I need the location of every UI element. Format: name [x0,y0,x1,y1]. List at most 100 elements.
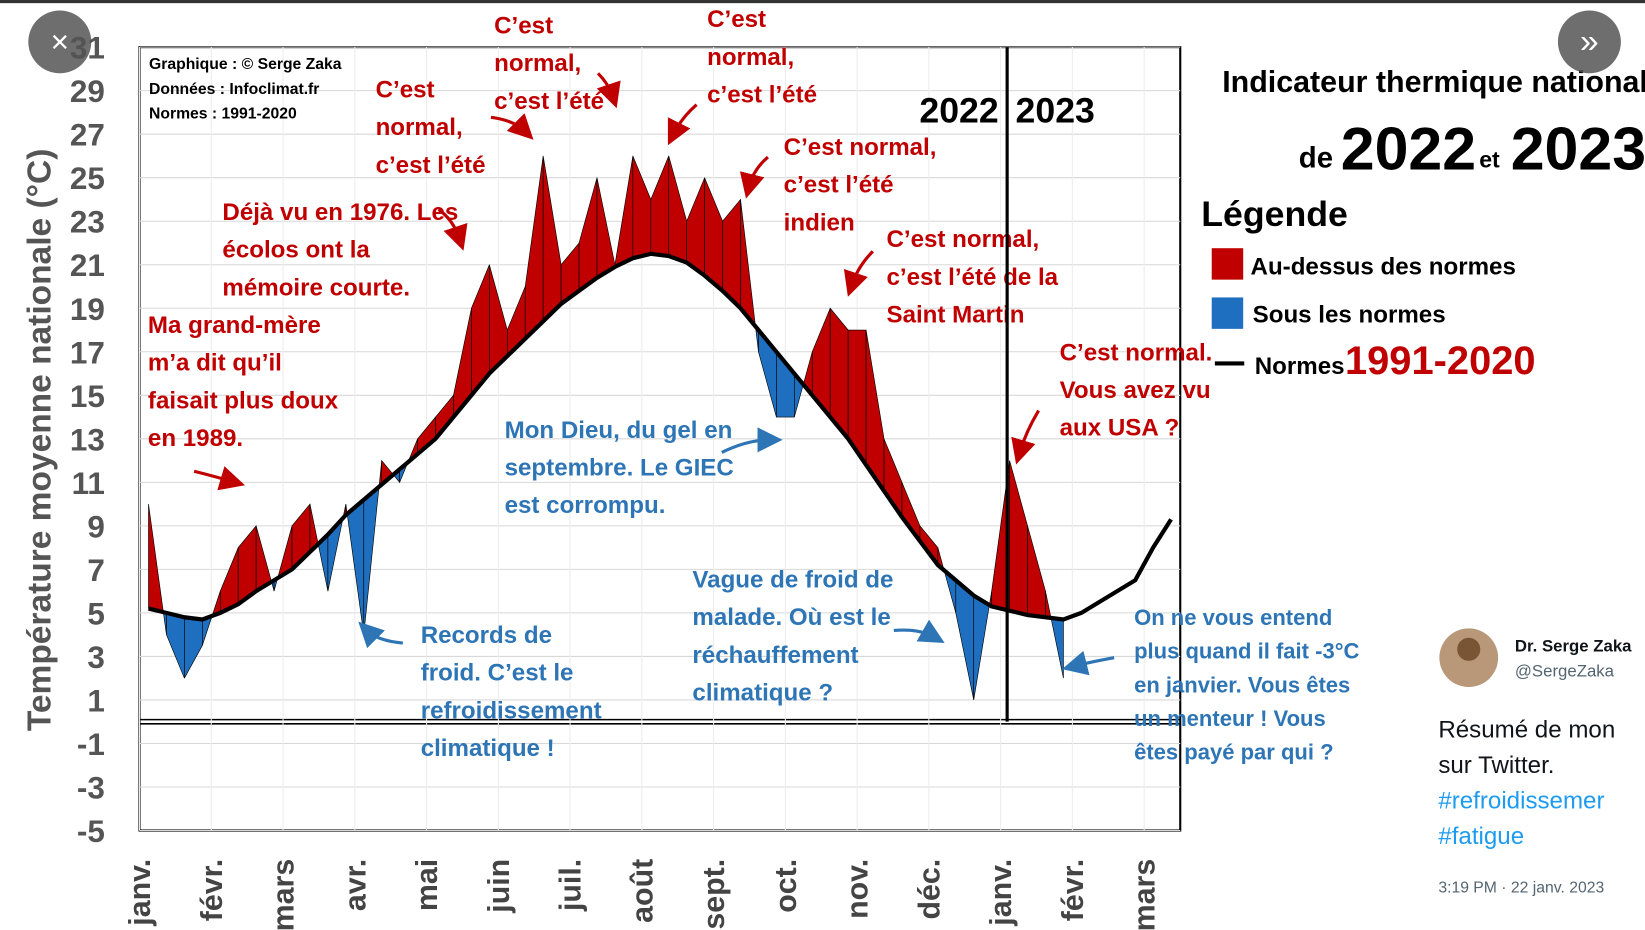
annotation: froid. C’est le [421,660,574,687]
arrow [721,427,783,454]
annotation: C’est normal, [886,226,1039,253]
y-tick-label: -3 [77,771,105,806]
x-tick-label: avr. [338,859,372,911]
y-tick-label: 19 [70,292,105,327]
legend-label: Au-dessus des normes [1251,253,1516,280]
legend-label: Normes [1255,353,1345,380]
arrow [667,103,698,146]
annotation: c’est l’été [784,172,894,199]
x-tick-label: mars [1128,859,1162,930]
arrow [437,208,468,251]
tweet-handle[interactable]: @SergeZaka [1515,662,1615,681]
hashtag[interactable]: #fatigue [1438,823,1524,850]
annotation: septembre. Le GIEC [505,454,734,481]
y-tick-label: 13 [70,422,105,457]
annotation: C’est normal, [784,134,937,161]
subtitle: 2022 [1341,115,1476,183]
y-tick-label: 25 [70,161,105,196]
annotation: c’est l’été [376,152,486,179]
annotation: plus quand il fait -3°C [1134,639,1359,664]
annotation: Saint Martin [886,302,1024,329]
x-tick-label: sept. [697,859,731,930]
annotation: C’est normal. [1060,339,1213,366]
tweet-text: Résumé de mon [1438,716,1615,743]
y-tick-label: 11 [72,466,105,501]
annotation: êtes payé par qui ? [1134,739,1333,764]
y-tick-label: 29 [70,74,105,109]
annotation: réchauffement [692,642,858,669]
annotation: C’est [707,6,766,33]
y-tick-label: -1 [77,727,105,762]
arrow [193,466,245,491]
arrow [490,113,534,140]
x-tick-label: mai [410,859,444,911]
y-tick-label: 7 [87,553,104,588]
lines [148,251,1173,622]
credit: Données : Infoclimat.fr [149,81,319,98]
y-tick-label: 15 [70,379,105,414]
x-tick-label: août [625,859,659,923]
annotation: Records de [421,622,552,649]
annotation: écolos ont la [222,237,370,264]
y-tick-label: 5 [87,596,104,631]
credit: Graphique : © Serge Zaka [149,56,342,73]
annotation: Déjà vu en 1976. Les [222,199,458,226]
y-tick-label: 17 [70,335,105,370]
annotation: Vous avez vu [1060,377,1211,404]
y-tick-label: 3 [87,640,104,675]
legend-period: 1991-2020 [1345,339,1536,383]
close-button[interactable] [28,10,92,74]
annotation: aux USA ? [1060,415,1180,442]
annotation: indien [784,209,855,236]
arrow [358,621,403,649]
next-button[interactable] [1557,10,1621,74]
x-tick-label: nov. [841,859,875,919]
arrow [843,250,874,297]
top-bar [0,0,1645,4]
annotation: m’a dit qu’il [148,350,282,377]
hashtag[interactable]: #refroidissemer [1438,788,1604,815]
chart-title: Indicateur thermique national [1222,65,1645,99]
arrow [739,155,769,199]
annotation: c’est l’été [707,82,817,109]
legend-title: Légende [1201,194,1348,234]
x-tick-label: mars [267,859,301,930]
y-tick-label: 23 [70,205,105,240]
y-tick-label: 27 [70,118,105,153]
tweet-author[interactable]: Dr. Serge Zaka [1515,636,1632,655]
x-tick-label: déc. [912,859,946,920]
year-label: 2022 [919,91,998,131]
annotation: c’est l’été [494,88,604,115]
annotation: climatique ? [692,680,833,707]
annotation: normal, [707,44,794,71]
credit: Normes : 1991-2020 [149,105,297,122]
annotation: normal, [376,114,463,141]
annotation: Vague de froid de [692,567,893,594]
year-label: 2023 [1016,91,1095,131]
annotation: faisait plus doux [148,387,339,414]
x-tick-label: janv. [123,859,157,927]
tweet-time[interactable]: 3:19 PM · 22 janv. 2023 [1438,879,1604,896]
arrow [1011,409,1040,465]
avatar-face [1457,637,1481,661]
annotation: Ma grand-mère [148,312,321,339]
y-tick-label: 9 [87,509,104,544]
annotation: mémoire courte. [222,274,410,301]
normal-line [148,251,1173,622]
annotation: C’est [376,76,435,103]
x-tick-label: juil. [554,859,588,912]
arrow [596,72,621,109]
annotation: malade. Où est le [692,604,890,631]
arrows [193,72,1115,676]
subtitle: et [1479,147,1500,173]
legend-swatch [1211,297,1244,329]
annotation: refroidissement [421,697,602,724]
x-tick-label: oct. [769,859,803,913]
legend-swatch [1211,248,1244,280]
y-axis-label: Température moyenne nationale (°C) [21,149,58,731]
annotation: en janvier. Vous êtes [1134,672,1350,697]
x-tick-label: févr. [1056,859,1090,921]
x-tick-label: janv. [984,859,1018,927]
annotation: On ne vous entend [1134,605,1332,630]
labels: -5-3-1135791113151719212325272931janv.fé… [70,6,1360,930]
